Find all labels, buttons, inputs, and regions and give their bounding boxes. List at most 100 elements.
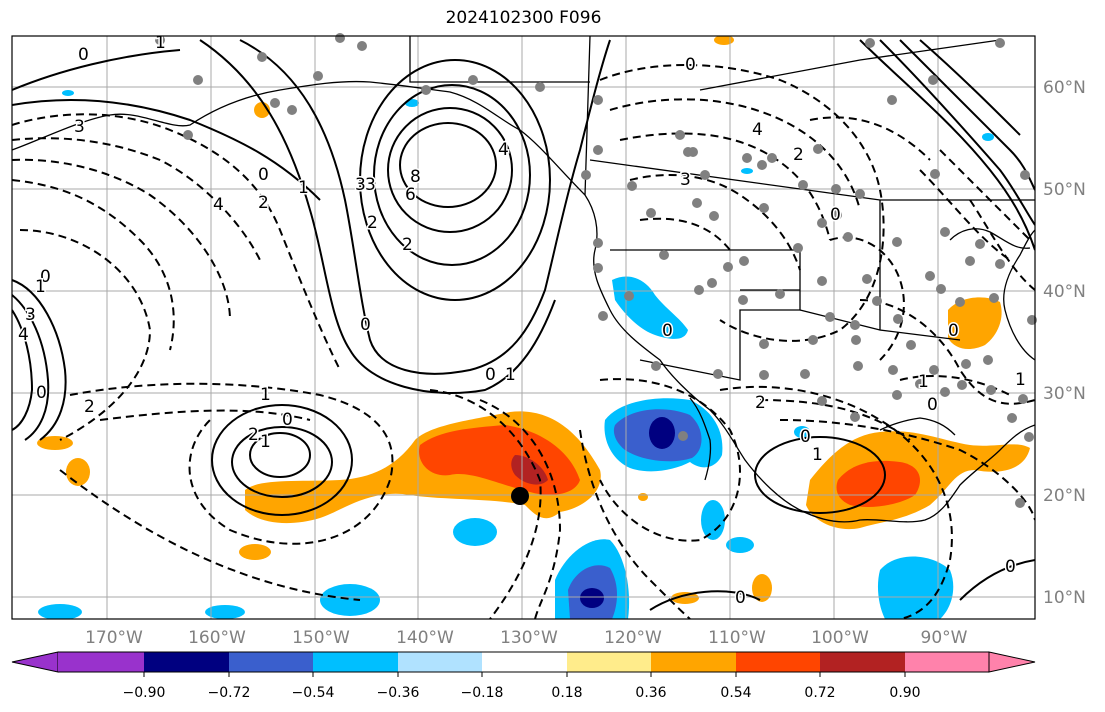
contour-label: 2 [84,397,95,417]
negative-anomaly-patch [453,518,497,546]
lat-label: 60°N [1043,78,1086,98]
graticule [12,36,1035,619]
contour-label: 0 [40,267,51,287]
contour-label: 1 [918,372,929,392]
colorbar-ticks [143,672,906,677]
contour-label: 2 [248,425,259,445]
colorbar-tick-label: −0.54 [292,685,335,701]
colorbar-high-extend [988,651,1036,673]
contour-label: 3 [25,305,36,325]
colorbar-tick-label: 0.36 [635,685,666,701]
contour-label: 3 [355,175,366,195]
contour-label: 1 [260,432,271,452]
contour-label: 0 [360,315,371,335]
lon-label: 130°W [500,628,558,648]
contour-label: 2 [258,193,269,213]
very-strong-negative-anomaly [580,588,604,608]
contour-label: 4 [18,325,29,345]
negative-anomaly-patch [38,604,82,619]
colorbar-bin [398,652,482,672]
contour-label: 3 [365,175,376,195]
contour-label: 0 [662,321,673,341]
colorbar-bin [144,652,229,672]
colorbar-tick-label: 0.54 [720,685,751,701]
positive-anomaly-patch [671,592,699,604]
map-frame [11,35,1036,620]
lat-label: 40°N [1043,282,1086,302]
positive-anomaly-patch [714,36,734,45]
negative-anomaly-patch [62,90,74,96]
contour-label: 0 [800,427,811,447]
colorbar-low-extend [11,651,59,673]
very-strong-negative-anomaly [649,417,675,449]
contour-label: 2 [755,393,766,413]
contour-label: 0 [485,365,496,385]
lon-label: 140°W [396,628,454,648]
contour-label: 0 [685,55,696,75]
contour-label: 2 [793,145,804,165]
solid-contours [12,39,1035,611]
contour-label: 1 [1015,370,1026,390]
contour-label: 1 [812,445,823,465]
contour-label: 3 [74,117,85,137]
contour-label: 2 [367,213,378,233]
negative-anomaly-patch [205,605,245,619]
station-markers [155,33,1037,508]
positive-anomaly-patch [66,458,90,486]
positive-anomaly-patch [239,544,271,560]
lon-label: 90°W [921,628,968,648]
colorbar-bin [905,652,989,672]
colorbar-bin [313,652,398,672]
coastlines [12,36,1035,523]
contour-label: 2 [402,235,413,255]
highlight-point [511,487,529,505]
colorbar-tick-label: 0.90 [889,685,920,701]
lon-label: 150°W [292,628,350,648]
contour-label: 0 [1005,557,1016,577]
negative-anomaly-patch [320,584,380,616]
colorbar-bin [482,652,567,672]
negative-anomaly-region [877,556,954,619]
contour-label: 1 [155,33,166,53]
colorbar-tick-label: −0.18 [461,685,504,701]
colorbar-tick-label: −0.72 [208,685,251,701]
colorbar: −0.90 −0.72 −0.54 −0.36 −0.18 0.18 0.36 … [11,651,1036,701]
lon-label: 120°W [604,628,662,648]
contour-label: 4 [498,140,509,160]
lat-label: 50°N [1043,180,1086,200]
lat-label: 30°N [1043,384,1086,404]
lat-label: 10°N [1043,588,1086,608]
negative-anomaly-patch [982,133,994,141]
negative-anomaly-patch [741,168,753,174]
positive-anomaly-patch [37,436,73,450]
contour-label: 0 [948,321,959,341]
contour-label: 0 [36,383,47,403]
contour-label: 0 [282,410,293,430]
positive-anomaly-patch [638,493,648,501]
lon-label: 170°W [85,628,143,648]
contour-label: 4 [213,195,224,215]
contour-label: 0 [735,588,746,608]
dashed-contours [12,64,1035,619]
contour-label: 3 [680,170,691,190]
colorbar-bin [567,652,651,672]
contour-label: 0 [78,45,89,65]
longitude-labels: 170°W 160°W 150°W 140°W 130°W 120°W 110°… [85,628,968,648]
lat-label: 20°N [1043,486,1086,506]
lon-label: 100°W [811,628,869,648]
contour-label: 8 [410,167,421,187]
contour-label: 6 [405,185,416,205]
contour-label: 0 [258,165,269,185]
colorbar-bin [736,652,820,672]
colorbar-bin [229,652,313,672]
contour-label: 4 [752,120,763,140]
contour-label: 0 [927,395,938,415]
colorbar-bin [820,652,905,672]
contour-label: 0 [830,205,841,225]
contour-label: 1 [35,277,46,297]
negative-anomaly-patch [726,537,754,553]
contour-label: 1 [505,365,516,385]
colorbar-bin [651,652,736,672]
negative-anomaly-patch [701,500,725,540]
